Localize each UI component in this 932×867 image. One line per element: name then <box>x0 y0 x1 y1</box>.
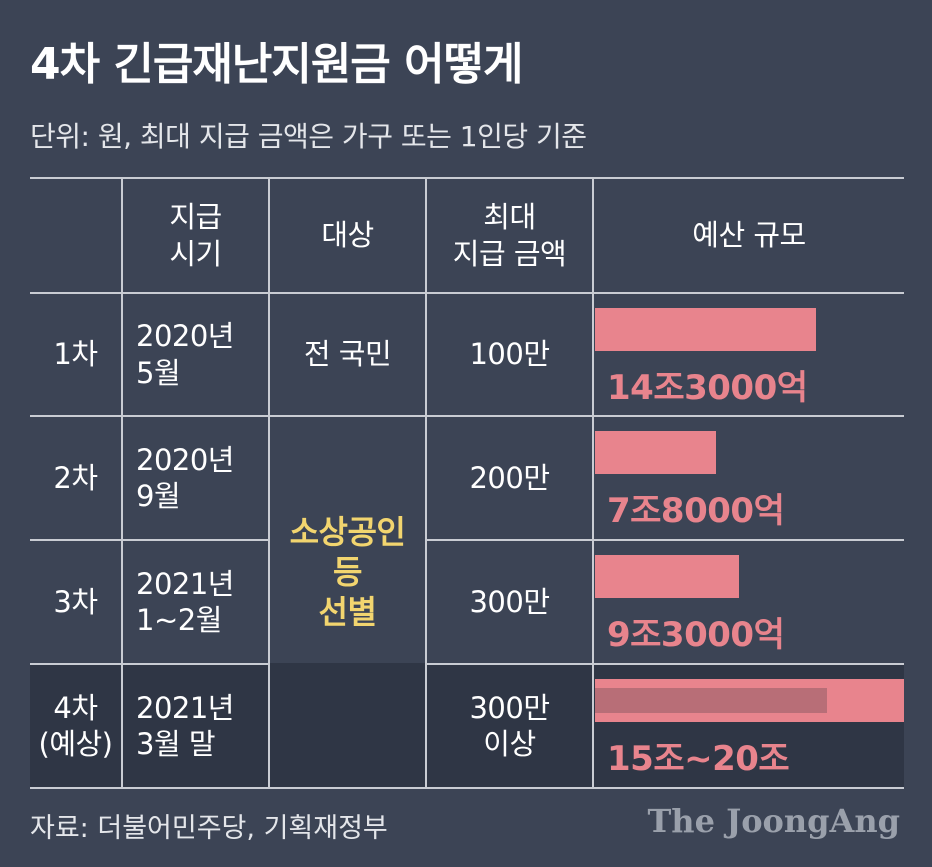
table-bottom-line <box>30 787 904 789</box>
source-note: 자료: 더불어민주당, 기획재정부 <box>30 813 388 844</box>
col4-divider <box>592 177 594 787</box>
row1-target: 전 국민 <box>303 337 392 372</box>
row3-round: 3차 <box>53 584 98 619</box>
header-target: 대상 <box>321 218 374 253</box>
header-timing: 지급 시기 <box>169 200 222 271</box>
budget-bar-3 <box>595 555 739 598</box>
budget-bar-1 <box>595 308 816 351</box>
col3-divider <box>425 177 427 787</box>
chart-subtitle: 단위: 원, 최대 지급 금액은 가구 또는 1인당 기준 <box>30 120 587 153</box>
row3-timing: 2021년 1~2월 <box>136 566 234 637</box>
col1-divider <box>121 177 123 787</box>
header-bottom-line <box>30 292 904 294</box>
row4-round: 4차 (예상) <box>38 690 114 761</box>
header-max-amount: 최대 지급 금액 <box>452 200 567 271</box>
row4-max-amount: 300만 이상 <box>469 690 550 761</box>
row2-right-line <box>425 539 904 541</box>
merged-target-cell: 소상공인 등 선별 <box>289 513 406 631</box>
row2-timing: 2020년 9월 <box>136 442 234 513</box>
row4-timing: 2021년 3월 말 <box>136 690 234 761</box>
budget-bar-2 <box>595 431 716 474</box>
row2-max-amount: 200만 <box>469 460 550 495</box>
chart-title: 4차 긴급재난지원금 어떻게 <box>30 39 524 90</box>
row3-right-line <box>425 663 904 665</box>
joongang-logo: The JoongAng <box>647 802 900 840</box>
budget-bar-4-low-range <box>595 688 827 713</box>
row2-left-line <box>30 539 270 541</box>
header-budget: 예산 규모 <box>692 218 806 253</box>
row1-round: 1차 <box>53 337 98 372</box>
row1-max-amount: 100만 <box>469 337 550 372</box>
budget-label-1: 14조3000억 <box>607 368 808 408</box>
row3-left-line <box>30 663 270 665</box>
budget-label-2: 7조8000억 <box>607 491 785 531</box>
budget-label-4: 15조~20조 <box>607 739 790 779</box>
row2-round: 2차 <box>53 460 98 495</box>
row1-bottom-line <box>30 415 904 417</box>
col2-divider <box>268 177 270 787</box>
budget-label-3: 9조3000억 <box>607 615 785 655</box>
row1-timing: 2020년 5월 <box>136 319 234 390</box>
row3-max-amount: 300만 <box>469 584 550 619</box>
table-top-line <box>30 177 904 179</box>
